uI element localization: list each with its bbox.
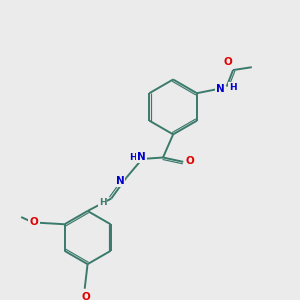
Text: H: H [229,83,237,92]
Text: O: O [185,156,194,166]
Text: H: H [99,197,106,206]
Text: O: O [29,217,38,227]
Text: N: N [216,84,224,94]
Text: O: O [82,292,91,300]
Text: N: N [116,176,124,186]
Text: N: N [137,152,146,162]
Text: H: H [129,153,137,162]
Text: O: O [224,57,232,67]
